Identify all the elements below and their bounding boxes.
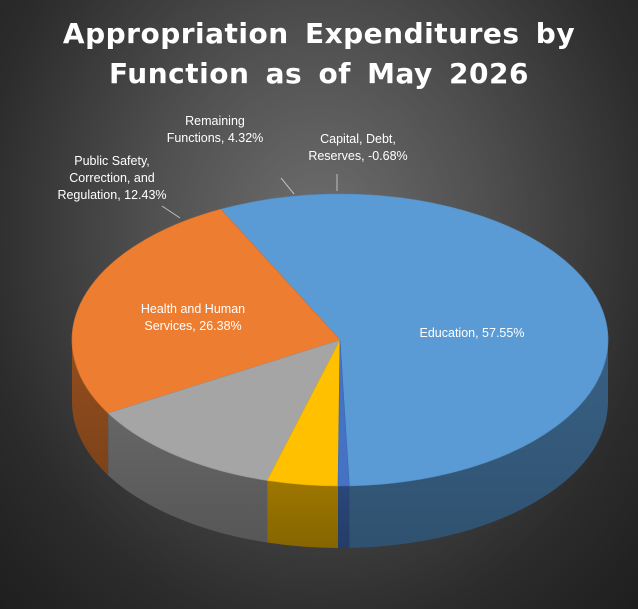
leader-lines	[161, 174, 338, 219]
slice-label-4-line-1: Reserves, -0.68%	[308, 149, 407, 163]
slice-label-1: Health and Human Services, 26.38%	[141, 302, 245, 333]
leader-line-3	[280, 177, 295, 195]
slice-label-2-line-1: Correction, and	[69, 171, 155, 185]
slice-4	[337, 339, 350, 487]
pie-tops	[71, 193, 609, 487]
slice-side-shade-1	[72, 340, 109, 476]
slice-label-4: Capital, Debt, Reserves, -0.68%	[308, 132, 407, 163]
slice-side-shade-3	[267, 480, 339, 548]
slice-1	[71, 208, 341, 414]
pie-sides	[72, 340, 608, 548]
chart-title-line-1: Appropriation Expenditures by	[62, 17, 576, 50]
slice-side-shade-0	[349, 340, 608, 548]
slice-side-shade-2	[108, 413, 268, 543]
slice-label-2-line-2: Regulation, 12.43%	[57, 188, 166, 202]
slice-label-0-line-0: Education, 57.55%	[420, 326, 525, 340]
chart-title-line-2: Function as of May 2026	[109, 57, 529, 90]
slice-2	[107, 339, 341, 481]
slice-0	[220, 193, 609, 487]
slice-labels: Education, 57.55% Health and Human Service…	[57, 114, 524, 340]
slice-label-4-line-0: Capital, Debt,	[320, 132, 396, 146]
slice-label-0: Education, 57.55%	[420, 326, 525, 340]
slice-label-1-line-1: Services, 26.38%	[144, 319, 241, 333]
slice-label-3: Remaining Functions, 4.32%	[167, 114, 264, 145]
chart-title: Appropriation Expenditures by Function a…	[0, 14, 638, 94]
slice-side-shade-4	[338, 485, 350, 548]
slice-label-1-line-0: Health and Human	[141, 302, 245, 316]
leader-line-2	[161, 205, 181, 219]
slice-label-3-line-1: Functions, 4.32%	[167, 131, 264, 145]
slice-label-2: Public Safety, Correction, and Regulation,…	[57, 154, 166, 202]
slice-label-2-line-0: Public Safety,	[74, 154, 150, 168]
slice-label-3-line-0: Remaining	[185, 114, 245, 128]
